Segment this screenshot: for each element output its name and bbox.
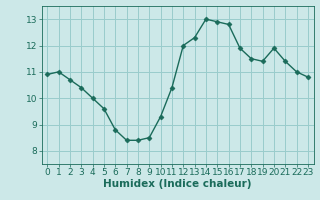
X-axis label: Humidex (Indice chaleur): Humidex (Indice chaleur) [103, 179, 252, 189]
